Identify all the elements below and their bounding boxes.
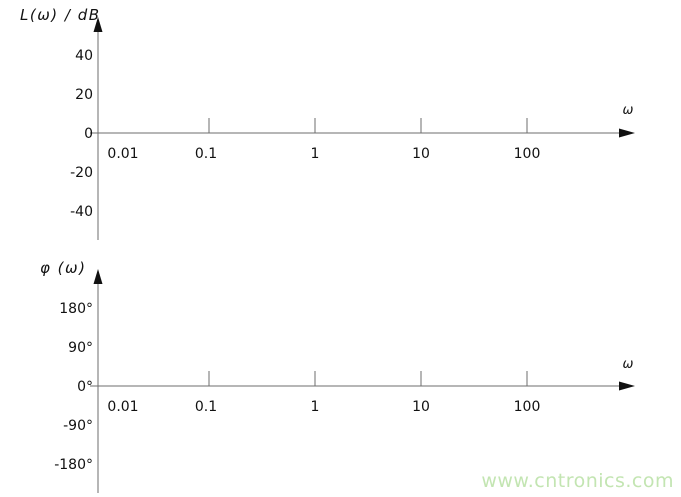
magnitude-x-tick-10: 10 xyxy=(412,146,430,162)
phase-x-axis-arrowhead xyxy=(619,381,635,391)
magnitude-y-tick-40: 40 xyxy=(75,48,93,64)
phase-axis-title: φ (ω) xyxy=(40,259,86,277)
magnitude-x-tick-1: 1 xyxy=(311,146,320,162)
phase-y-tick-180: 180° xyxy=(59,301,93,317)
magnitude-y-tick-neg20: -20 xyxy=(70,165,93,181)
phase-y-tick-0: 0° xyxy=(77,379,93,395)
phase-chart: φ (ω) ω 180° 90° 0° -90° -180° 0.01 0.1 … xyxy=(40,259,635,493)
phase-x-axis-label: ω xyxy=(623,357,634,372)
magnitude-labels: L(ω) / dB ω 40 20 0 -20 -40 0.01 0.1 1 1… xyxy=(20,6,634,220)
phase-arrowheads xyxy=(93,269,635,391)
magnitude-axis-lines xyxy=(90,31,620,240)
magnitude-y-tick-0: 0 xyxy=(84,126,93,142)
magnitude-arrowheads xyxy=(93,17,635,138)
phase-x-tick-100: 100 xyxy=(514,399,541,415)
magnitude-x-tick-0-01: 0.01 xyxy=(107,146,138,162)
magnitude-x-tick-0-1: 0.1 xyxy=(195,146,217,162)
phase-y-tick-neg180: -180° xyxy=(54,457,93,473)
phase-x-tick-0-1: 0.1 xyxy=(195,399,217,415)
phase-y-axis-arrowhead xyxy=(93,269,103,284)
magnitude-x-tick-100: 100 xyxy=(514,146,541,162)
magnitude-x-axis-label: ω xyxy=(623,103,634,118)
magnitude-y-tick-20: 20 xyxy=(75,87,93,103)
phase-y-tick-neg90: -90° xyxy=(63,418,93,434)
phase-axis-lines xyxy=(90,284,620,493)
magnitude-chart: L(ω) / dB ω 40 20 0 -20 -40 0.01 0.1 1 1… xyxy=(20,6,635,240)
phase-x-tick-1: 1 xyxy=(311,399,320,415)
magnitude-axis-title: L(ω) / dB xyxy=(20,6,101,24)
magnitude-y-tick-neg40: -40 xyxy=(70,204,93,220)
phase-y-tick-90: 90° xyxy=(68,340,93,356)
watermark: www.cntronics.com xyxy=(481,470,674,492)
phase-labels: φ (ω) ω 180° 90° 0° -90° -180° 0.01 0.1 … xyxy=(40,259,634,473)
phase-x-tick-0-01: 0.01 xyxy=(107,399,138,415)
magnitude-y-axis-arrowhead xyxy=(93,17,103,32)
phase-x-tick-10: 10 xyxy=(412,399,430,415)
magnitude-x-axis-arrowhead xyxy=(619,128,635,138)
